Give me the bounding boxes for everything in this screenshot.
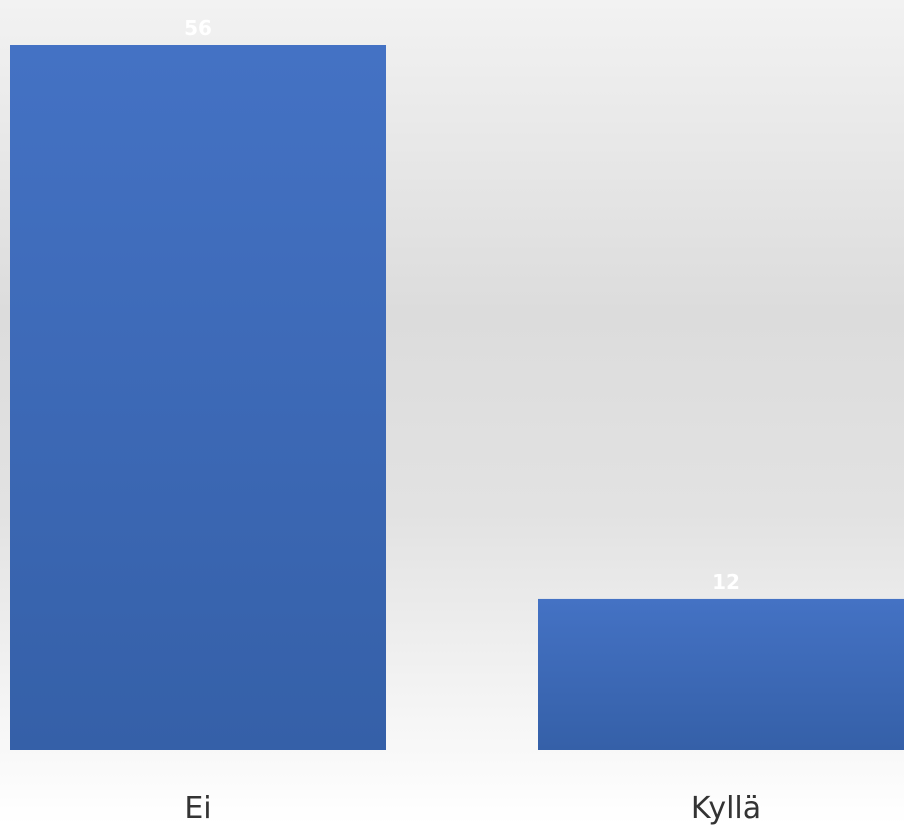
data-label-1: 12 bbox=[712, 570, 740, 594]
category-label-1: Kyllä bbox=[691, 791, 761, 825]
data-label-0: 56 bbox=[184, 16, 212, 40]
plot-area: 56 Ei 12 Kyllä bbox=[10, 16, 904, 825]
category-label-0: Ei bbox=[184, 791, 211, 825]
bar-0 bbox=[10, 45, 386, 750]
bar-1 bbox=[538, 598, 904, 750]
